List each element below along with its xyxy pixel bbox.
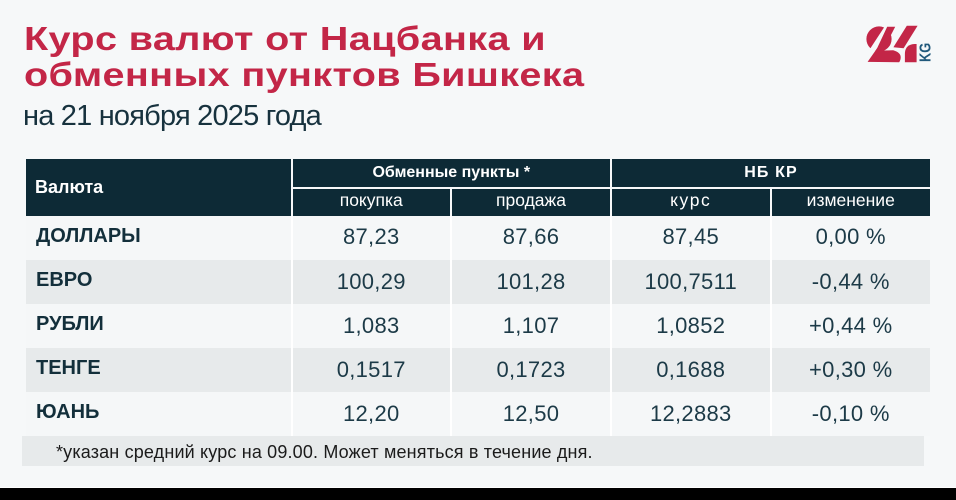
svg-text:KG: KG	[918, 43, 932, 62]
